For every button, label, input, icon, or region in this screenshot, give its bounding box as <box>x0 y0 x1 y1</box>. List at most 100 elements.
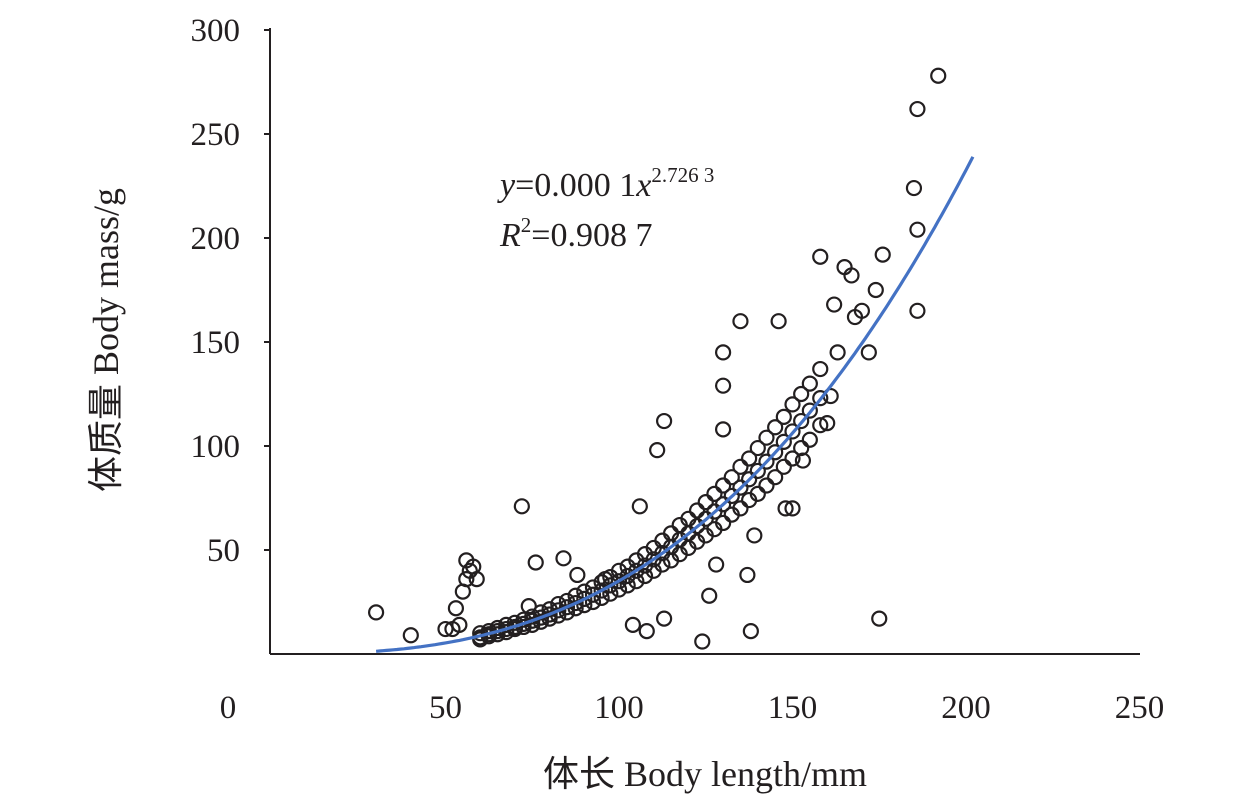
r-symbol: R <box>499 217 521 254</box>
data-point <box>742 623 759 640</box>
data-point <box>775 433 792 450</box>
data-point <box>801 375 818 392</box>
data-point <box>447 600 465 617</box>
data-point <box>708 556 725 573</box>
r-squared-value: =0.908 7 <box>531 217 652 254</box>
data-point <box>550 607 567 624</box>
r-exponent: 2 <box>521 213 532 237</box>
data-point <box>741 471 758 488</box>
data-point <box>610 573 628 590</box>
data-point <box>770 313 787 330</box>
data-point <box>656 412 673 430</box>
x-axis-title: 体长 Body length/mm <box>543 754 867 794</box>
equation-x: x <box>635 167 651 204</box>
data-points <box>368 67 947 650</box>
x-tick-labels: 0 50 100 150 200 250 <box>220 690 1165 726</box>
data-point <box>826 296 843 313</box>
data-point <box>498 616 515 633</box>
x-tick-label: 250 <box>1115 690 1165 726</box>
y-tick-label: 300 <box>191 13 241 49</box>
data-point <box>524 612 541 629</box>
x-tick-label: 150 <box>768 690 818 726</box>
axis-ticks <box>264 29 270 551</box>
data-point <box>624 616 641 633</box>
data-point <box>749 439 766 457</box>
data-point <box>793 412 810 430</box>
y-tick-label: 250 <box>191 117 241 153</box>
data-point <box>801 431 818 448</box>
data-point <box>402 627 419 644</box>
data-point <box>569 566 586 584</box>
data-point <box>812 417 829 434</box>
data-point <box>610 562 628 579</box>
equation-coefficient: =0.000 1 <box>515 167 636 204</box>
data-point <box>636 567 654 585</box>
data-point <box>749 462 766 480</box>
data-point <box>550 602 567 619</box>
data-point <box>732 500 749 517</box>
data-point <box>628 573 645 590</box>
data-point <box>784 450 801 467</box>
data-point <box>775 408 792 425</box>
data-point <box>767 444 784 461</box>
data-point <box>784 500 801 517</box>
x-tick-label: 200 <box>941 690 991 726</box>
data-point <box>602 577 619 594</box>
data-point <box>468 571 485 588</box>
data-point <box>741 450 758 467</box>
data-point <box>819 415 836 432</box>
data-point <box>739 566 756 584</box>
data-point <box>628 562 645 579</box>
x-tick-label: 0 <box>220 690 237 726</box>
y-axis-title: 体质量 Body mass/g <box>86 188 126 492</box>
equation-y: y <box>497 167 516 204</box>
data-point <box>723 469 740 486</box>
data-point <box>867 281 884 299</box>
data-point <box>758 453 775 470</box>
data-point <box>631 498 648 515</box>
data-point <box>513 498 530 515</box>
data-point <box>909 100 926 118</box>
y-tick-label: 200 <box>191 221 241 257</box>
data-point <box>714 514 732 532</box>
fit-curve <box>375 156 975 653</box>
data-point <box>812 248 829 265</box>
data-point <box>701 587 718 604</box>
data-point <box>649 442 666 459</box>
y-tick-label: 150 <box>191 325 241 361</box>
data-point <box>909 302 926 319</box>
equation-exponent: 2.726 3 <box>651 163 714 187</box>
data-point <box>714 377 732 394</box>
data-point <box>784 396 801 413</box>
y-tick-label: 100 <box>191 429 241 465</box>
data-point <box>843 267 860 284</box>
data-point <box>860 344 877 361</box>
data-point <box>706 485 723 502</box>
data-point <box>593 582 610 599</box>
data-point <box>794 452 812 469</box>
data-point <box>714 344 732 361</box>
data-point <box>930 67 947 84</box>
data-point <box>758 429 775 446</box>
data-point <box>871 610 888 627</box>
x-tick-label: 100 <box>594 690 644 726</box>
data-point <box>532 609 550 626</box>
data-point <box>567 600 584 617</box>
equation-label: y=0.000 1x2.726 3 <box>497 163 714 204</box>
data-point <box>746 527 763 544</box>
data-point <box>767 419 784 436</box>
data-point <box>714 421 732 438</box>
data-point <box>801 402 818 419</box>
data-point <box>714 496 732 513</box>
data-point <box>812 360 829 378</box>
r-squared-label: R2=0.908 7 <box>499 213 652 254</box>
data-point <box>767 469 784 486</box>
data-point <box>784 423 801 440</box>
data-point <box>694 633 711 650</box>
data-point <box>656 610 673 627</box>
data-point <box>458 571 475 588</box>
data-point <box>909 221 926 238</box>
data-point <box>775 458 792 475</box>
data-point <box>584 586 602 603</box>
